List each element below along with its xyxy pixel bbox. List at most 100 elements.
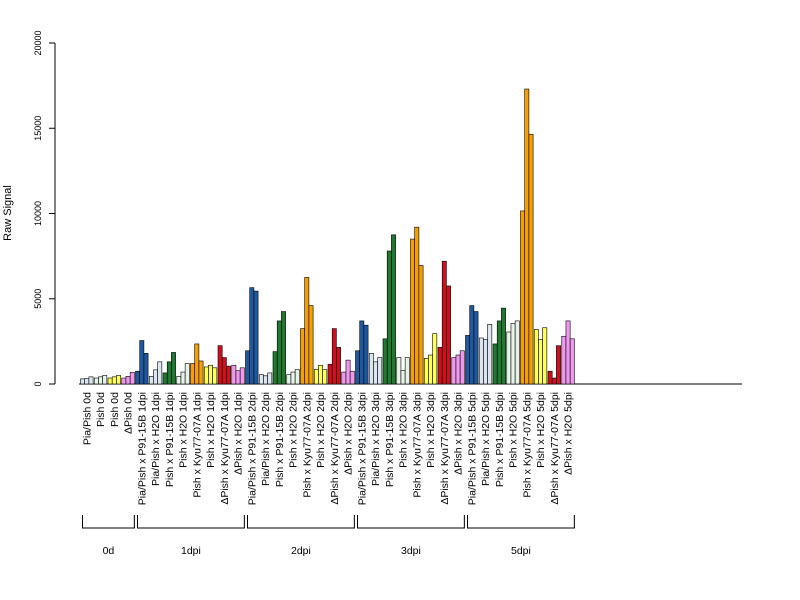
bar — [184, 363, 190, 385]
bar — [322, 369, 328, 385]
bar — [391, 234, 396, 385]
bar — [129, 372, 135, 385]
bar — [496, 320, 502, 385]
bar — [272, 351, 278, 385]
bar — [418, 265, 424, 385]
bar — [428, 354, 433, 385]
bar — [547, 370, 553, 385]
bar — [487, 324, 493, 385]
bar — [377, 357, 383, 385]
bar — [286, 374, 292, 385]
group-bracket — [247, 515, 355, 529]
bar — [473, 311, 479, 385]
bar — [245, 350, 250, 385]
bar — [180, 371, 186, 385]
bar — [171, 352, 176, 385]
x-category-label: Pia/Pish x P91-15B 3dpi — [356, 392, 368, 505]
bar — [396, 357, 402, 385]
bar — [386, 250, 392, 385]
bar — [235, 370, 241, 385]
bar — [88, 376, 94, 385]
bar — [239, 367, 245, 385]
x-category-label: Pish x Kyu77-07A 2dpi — [301, 392, 313, 498]
bar — [373, 361, 378, 385]
bar — [221, 357, 227, 385]
x-category-label: Pish x H2O 2dpi — [288, 392, 300, 468]
bar — [551, 377, 557, 385]
bar — [382, 338, 388, 385]
x-category-label: Pish x H2O 3dpi — [398, 392, 410, 468]
bar — [404, 357, 410, 385]
bar — [208, 364, 213, 385]
x-category-label: ΔPish x Kyu77-07A 1dpi — [219, 392, 231, 505]
bar — [294, 369, 300, 385]
bar — [355, 350, 360, 385]
bar — [533, 329, 539, 385]
bar — [116, 375, 121, 385]
bar — [441, 260, 447, 385]
bar — [84, 378, 90, 385]
bar — [349, 370, 355, 385]
y-axis: 0 5000 10000 15000 20000 — [33, 30, 56, 387]
bar — [455, 354, 461, 385]
bar — [313, 369, 319, 385]
bar — [368, 353, 374, 385]
x-category-label: ΔPish x H2O 5dpi — [563, 392, 575, 475]
y-tick-label: 0 — [33, 381, 43, 386]
bar — [93, 377, 99, 385]
bars — [79, 88, 742, 385]
bar — [276, 320, 282, 385]
bar — [514, 320, 520, 385]
bar — [217, 345, 223, 385]
x-category-label: Pish x P91-15B 2dpi — [274, 392, 286, 487]
bar — [308, 305, 314, 385]
bar — [143, 353, 149, 385]
bar — [249, 287, 255, 385]
bar — [561, 335, 567, 385]
x-category-label: Pia/Pish x H2O 5dpi — [480, 392, 492, 486]
bar — [345, 359, 351, 385]
bar — [565, 320, 571, 385]
bar — [437, 347, 443, 385]
group-bracket — [467, 515, 575, 529]
bar — [569, 338, 575, 385]
bar — [135, 370, 140, 385]
bar — [327, 364, 333, 385]
bar — [542, 327, 548, 385]
bar — [524, 88, 530, 385]
bar — [451, 357, 457, 385]
bar — [359, 320, 365, 385]
bar — [263, 375, 268, 385]
bar — [538, 339, 543, 385]
group-label: 1dpi — [181, 545, 201, 557]
bar — [190, 363, 195, 385]
bar — [166, 361, 172, 385]
bar — [331, 328, 337, 385]
bar — [111, 376, 117, 385]
bar — [194, 343, 200, 385]
group-label: 5dpi — [511, 545, 531, 557]
bar — [556, 345, 561, 385]
bar — [162, 372, 168, 385]
x-category-label: Pia/Pish x P91-15B 2dpi — [246, 392, 258, 505]
bar — [80, 378, 85, 385]
group-bracket — [357, 515, 465, 529]
bar — [478, 337, 484, 385]
bar — [510, 323, 516, 385]
x-category-label: Pish x H2O 1dpi — [178, 392, 190, 468]
x-category-label: ΔPish x H2O 1dpi — [233, 392, 245, 475]
x-category-label: Pish x H2O 1dpi — [205, 392, 217, 468]
bar — [520, 210, 525, 385]
bar — [198, 360, 204, 385]
bar — [153, 369, 158, 385]
bar — [148, 376, 154, 385]
x-category-label: Pish x P91-15B 1dpi — [164, 392, 176, 487]
group-brackets: 0d 1dpi 2dpi 3dpi 5dpi — [82, 515, 575, 557]
bar — [414, 226, 420, 385]
x-category-label: ΔPish 0d — [123, 392, 135, 434]
bar — [341, 371, 347, 385]
x-category-label: Pish x H2O 5dpi — [508, 392, 520, 468]
y-axis-label: Raw Signal — [2, 185, 14, 241]
bar — [231, 364, 237, 385]
